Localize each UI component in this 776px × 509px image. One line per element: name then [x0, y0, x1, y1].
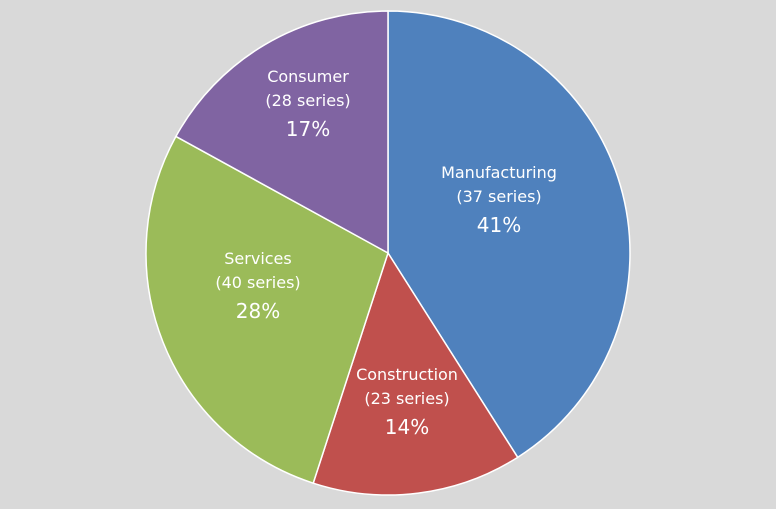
pie-percent-services: 28%	[236, 299, 280, 323]
pie-count-manufacturing: (37 series)	[456, 187, 541, 206]
pie-label-services: Services	[224, 249, 291, 268]
pie-slice-construction	[312, 251, 519, 496]
pie-percent-manufacturing: 41%	[477, 213, 521, 237]
pie-slices	[145, 10, 631, 496]
pie-count-services: (40 series)	[215, 273, 300, 292]
pie-slice-services	[145, 135, 389, 485]
pie-percent-consumer: 17%	[286, 117, 330, 141]
pie-count-consumer: (28 series)	[265, 91, 350, 110]
pie-label-manufacturing: Manufacturing	[441, 163, 557, 182]
pie-percent-construction: 14%	[385, 415, 429, 439]
pie-labels: Manufacturing (37 series) 41% Construction (…	[215, 67, 557, 439]
pie-slice-manufacturing	[387, 10, 631, 459]
pie-label-consumer: Consumer	[267, 67, 349, 86]
pie-slice-consumer	[174, 10, 389, 255]
pie-count-construction: (23 series)	[364, 389, 449, 408]
pie-label-construction: Construction	[356, 365, 458, 384]
